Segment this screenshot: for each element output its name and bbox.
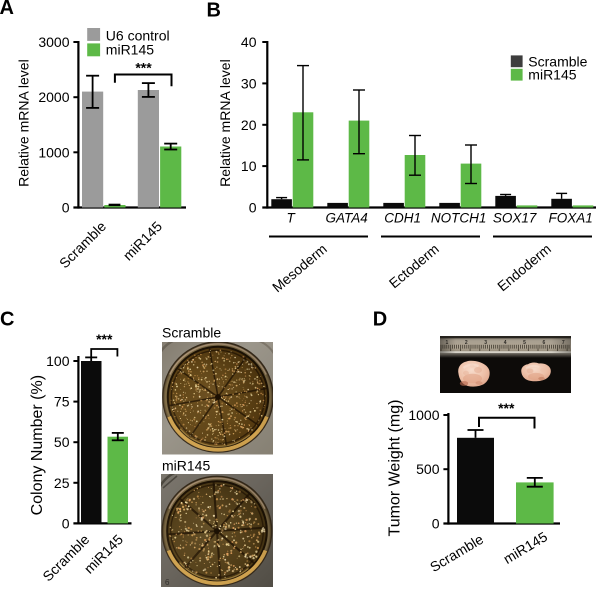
- svg-text:CDH1: CDH1: [384, 211, 421, 226]
- svg-text:2000: 2000: [38, 89, 69, 105]
- svg-text:T: T: [286, 211, 296, 226]
- svg-text:D: D: [373, 308, 387, 330]
- svg-text:GATA4: GATA4: [325, 211, 367, 226]
- svg-text:100: 100: [46, 353, 70, 369]
- svg-text:0: 0: [249, 200, 257, 216]
- svg-text:***: ***: [96, 331, 113, 347]
- svg-text:40: 40: [241, 34, 257, 50]
- svg-text:Relative mRNA level: Relative mRNA level: [16, 59, 32, 187]
- svg-text:1000: 1000: [408, 407, 439, 423]
- svg-text:0: 0: [62, 515, 70, 531]
- svg-text:75: 75: [54, 394, 70, 410]
- svg-text:FOXA1: FOXA1: [548, 211, 592, 226]
- svg-text:miR145: miR145: [106, 42, 154, 58]
- svg-text:***: ***: [498, 400, 515, 416]
- svg-text:B: B: [207, 0, 221, 22]
- svg-text:U6 control: U6 control: [106, 27, 170, 43]
- svg-text:SOX17: SOX17: [493, 211, 537, 226]
- svg-text:Scramble: Scramble: [162, 325, 221, 341]
- svg-text:30: 30: [241, 75, 257, 91]
- svg-text:1000: 1000: [38, 144, 69, 160]
- svg-text:0: 0: [62, 200, 70, 216]
- svg-text:6: 6: [165, 578, 170, 587]
- svg-text:Scramble: Scramble: [528, 53, 587, 69]
- svg-text:3000: 3000: [38, 34, 69, 50]
- svg-text:A: A: [0, 0, 14, 19]
- svg-text:miR145: miR145: [528, 67, 576, 83]
- svg-text:25: 25: [54, 475, 70, 491]
- svg-text:20: 20: [241, 117, 257, 133]
- svg-text:miR145: miR145: [162, 458, 210, 474]
- svg-text:Tumor Weight (mg): Tumor Weight (mg): [387, 400, 404, 537]
- svg-text:Relative mRNA level: Relative mRNA level: [217, 59, 233, 187]
- svg-text:0: 0: [432, 516, 440, 532]
- svg-text:500: 500: [416, 461, 440, 477]
- svg-text:NOTCH1: NOTCH1: [431, 211, 487, 226]
- svg-text:10: 10: [241, 158, 257, 174]
- svg-text:C: C: [0, 309, 14, 331]
- svg-text:Colony Number (%): Colony Number (%): [29, 375, 46, 515]
- svg-text:50: 50: [54, 434, 70, 450]
- svg-text:***: ***: [135, 59, 152, 75]
